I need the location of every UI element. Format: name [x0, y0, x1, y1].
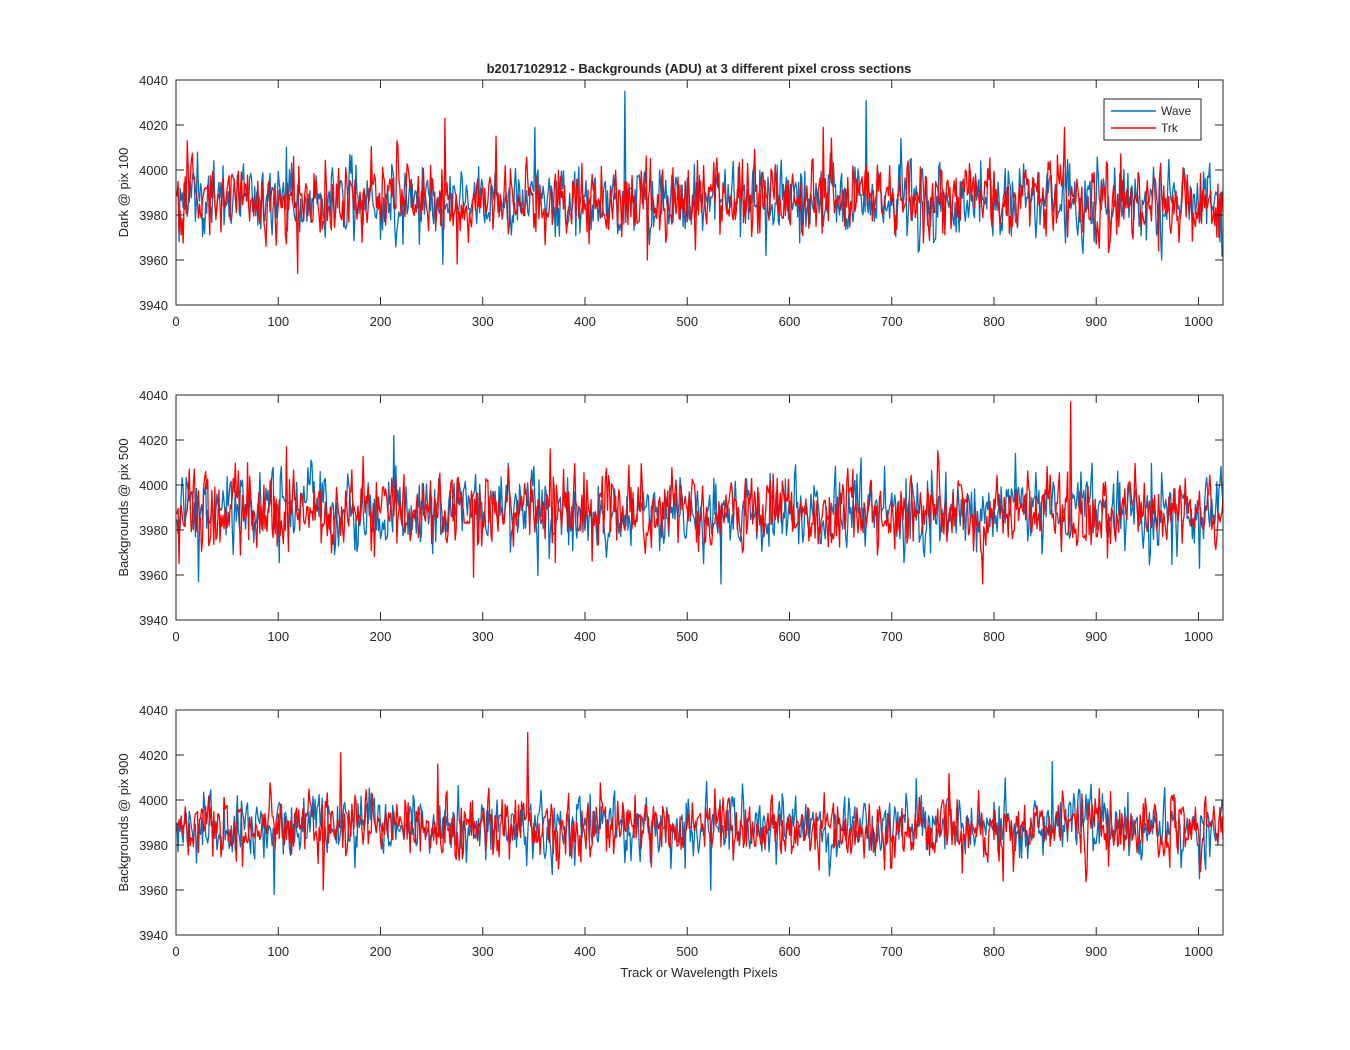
- x-tick-label: 100: [267, 629, 289, 644]
- y-tick-label: 3980: [139, 838, 168, 853]
- axes-box: [175, 79, 1224, 306]
- axes-box: [175, 394, 1224, 621]
- series-line-trk: [176, 401, 1224, 585]
- legend-box: [1103, 98, 1202, 141]
- x-tick-label: 700: [881, 314, 903, 329]
- y-tick-label: 3940: [139, 613, 168, 628]
- subplot-1: 0 100 200 300 400 500 600 700 800 900 1000 3940 3960…: [116, 73, 1224, 329]
- x-tick-label: 700: [881, 629, 903, 644]
- x-tick-label: 400: [574, 629, 596, 644]
- x-tick-label: 800: [983, 314, 1005, 329]
- series-line-wave: [176, 90, 1224, 266]
- y-axis-label: Backgrounds @ pix 500: [116, 438, 131, 576]
- x-tick-label: 400: [574, 314, 596, 329]
- subplots: 0 100 200 300 400 500 600 700 800 900 100039403960…: [116, 73, 1224, 959]
- y-tick-label: 4040: [139, 703, 168, 718]
- y-tick-label: 4020: [139, 748, 168, 763]
- y-tick-label: 3960: [139, 253, 168, 268]
- x-tick-label: 100: [267, 314, 289, 329]
- x-tick-label: 300: [472, 314, 494, 329]
- x-tick-label: 600: [779, 314, 801, 329]
- x-tick-label: 1000: [1184, 944, 1213, 959]
- x-tick-label: 300: [472, 944, 494, 959]
- x-tick-label: 800: [983, 944, 1005, 959]
- legend-label-trk: Trk: [1161, 121, 1179, 135]
- legend-label-wave: Wave: [1161, 104, 1192, 118]
- legend: Wave Trk: [1103, 98, 1202, 141]
- y-tick-label: 4000: [139, 163, 168, 178]
- x-tick-label: 900: [1085, 629, 1107, 644]
- y-tick-label: 3940: [139, 928, 168, 943]
- x-tick-label: 600: [779, 944, 801, 959]
- y-axis-label: Backgrounds @ pix 900: [116, 753, 131, 891]
- y-tick-label: 4020: [139, 433, 168, 448]
- x-tick-label: 0: [172, 944, 179, 959]
- subplot-2: 0 100 200 300 400 500 600 700 800 900 1000 3940 3960…: [116, 388, 1224, 644]
- x-tick-label: 400: [574, 944, 596, 959]
- x-tick-label: 1000: [1184, 314, 1213, 329]
- y-tick-label: 4020: [139, 118, 168, 133]
- x-tick-label: 900: [1085, 314, 1107, 329]
- x-tick-label: 0: [172, 629, 179, 644]
- x-tick-label: 200: [370, 944, 392, 959]
- x-tick-label: 200: [370, 314, 392, 329]
- x-tick-label: 900: [1085, 944, 1107, 959]
- x-tick-label: 300: [472, 629, 494, 644]
- x-tick-label: 500: [676, 944, 698, 959]
- x-tick-label: 600: [779, 629, 801, 644]
- y-tick-label: 4000: [139, 793, 168, 808]
- x-tick-label: 1000: [1184, 629, 1213, 644]
- x-tick-label: 500: [676, 314, 698, 329]
- x-tick-label: 200: [370, 629, 392, 644]
- x-axis-label: Track or Wavelength Pixels: [620, 965, 778, 980]
- y-tick-label: 3940: [139, 298, 168, 313]
- x-tick-label: 0: [172, 314, 179, 329]
- x-tick-label: 100: [267, 944, 289, 959]
- subplot-3: 0 100 200 300 400 500 600 700 800 900 1000 3940 3960…: [116, 703, 1224, 959]
- y-tick-label: 4040: [139, 388, 168, 403]
- x-tick-label: 700: [881, 944, 903, 959]
- x-tick-label: 800: [983, 629, 1005, 644]
- y-tick-label: 4000: [139, 478, 168, 493]
- series-line-trk: [176, 117, 1224, 275]
- series-line-trk: [176, 731, 1224, 891]
- axes-box: [175, 709, 1224, 936]
- y-tick-label: 3960: [139, 883, 168, 898]
- y-axis-label: Dark @ pix 100: [116, 148, 131, 238]
- y-tick-label: 3980: [139, 523, 168, 538]
- x-tick-label: 500: [676, 629, 698, 644]
- y-tick-label: 3980: [139, 208, 168, 223]
- y-tick-label: 4040: [139, 73, 168, 88]
- chart-title: b2017102912 - Backgrounds (ADU) at 3 dif…: [487, 61, 912, 76]
- y-tick-label: 3960: [139, 568, 168, 583]
